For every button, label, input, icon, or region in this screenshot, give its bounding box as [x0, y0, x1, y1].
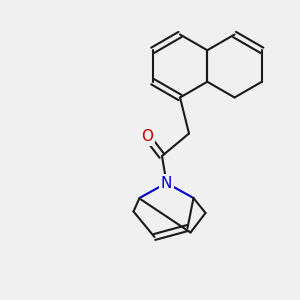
- Text: N: N: [161, 176, 172, 190]
- Text: O: O: [141, 129, 153, 144]
